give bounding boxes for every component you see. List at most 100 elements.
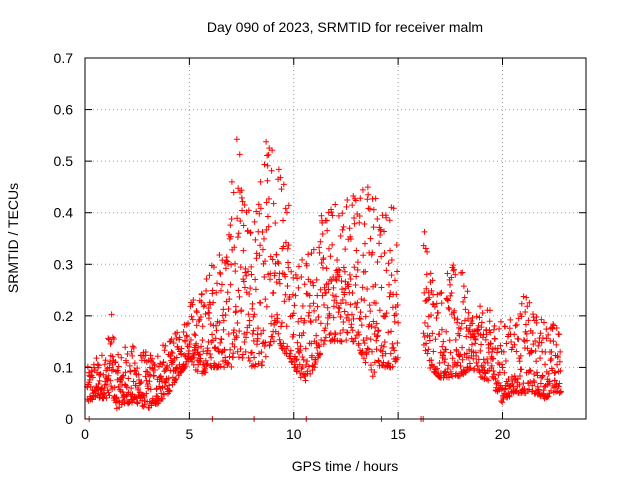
data-point [333, 293, 340, 300]
data-point [478, 341, 485, 348]
data-point [394, 268, 401, 275]
data-point [254, 335, 261, 342]
data-point [341, 308, 348, 315]
data-point [221, 347, 228, 354]
data-point [259, 246, 266, 253]
data-point [375, 357, 382, 364]
data-point [230, 327, 237, 334]
data-point [253, 208, 260, 215]
data-point [466, 326, 473, 333]
x-tick-labels: 0 5 10 15 20 [81, 426, 510, 442]
data-point [166, 382, 173, 389]
data-point [461, 317, 468, 324]
data-point [429, 330, 436, 337]
data-point [250, 313, 257, 320]
data-point [158, 377, 165, 384]
data-point [283, 209, 290, 216]
data-point [312, 316, 319, 323]
data-point [338, 338, 345, 345]
data-point [209, 287, 216, 294]
data-point [332, 276, 339, 283]
data-point [87, 373, 94, 380]
data-point [255, 201, 262, 208]
data-point [486, 318, 493, 325]
data-point [532, 338, 539, 345]
data-point [514, 376, 521, 383]
data-point [330, 303, 337, 310]
data-point [129, 352, 136, 359]
data-point [297, 343, 304, 350]
data-point [352, 197, 359, 204]
y-tick-label: 0.7 [54, 50, 74, 66]
data-point [490, 326, 497, 333]
y-axis-label: SRMTID / TECUs [5, 183, 21, 293]
data-point [387, 247, 394, 254]
data-point [308, 340, 315, 347]
data-point [390, 205, 397, 212]
data-point [423, 285, 430, 292]
data-point [304, 358, 311, 365]
data-point [234, 348, 241, 355]
data-point [109, 386, 116, 393]
data-point [225, 330, 232, 337]
data-point [388, 272, 395, 279]
data-point [174, 329, 181, 336]
data-point [482, 336, 489, 343]
data-point [545, 393, 552, 400]
data-point [225, 305, 232, 312]
data-points-layer [84, 136, 564, 422]
y-tick-label: 0.2 [54, 308, 74, 324]
data-point [436, 360, 443, 367]
data-point [231, 244, 238, 251]
data-point [355, 329, 362, 336]
data-point [281, 298, 288, 305]
data-point [485, 377, 492, 384]
data-point [266, 341, 273, 348]
data-point [344, 197, 351, 204]
data-point [130, 344, 137, 351]
data-point [168, 336, 175, 343]
data-point [112, 358, 119, 365]
data-point [460, 298, 467, 305]
data-point [354, 299, 361, 306]
data-point [307, 319, 314, 326]
data-point [128, 348, 135, 355]
data-point [227, 346, 234, 353]
data-point [472, 336, 479, 343]
data-point [252, 286, 259, 293]
data-point [292, 271, 299, 278]
data-point [491, 371, 498, 378]
data-point [108, 383, 115, 390]
data-point [265, 151, 272, 158]
data-point [212, 322, 219, 329]
data-point [258, 349, 265, 356]
data-point [431, 303, 438, 310]
data-point [159, 395, 166, 402]
data-point [328, 209, 335, 216]
data-point [391, 318, 398, 325]
data-point [494, 345, 501, 352]
data-point [531, 379, 538, 386]
data-point [367, 308, 374, 315]
y-tick-label: 0.3 [54, 256, 74, 272]
data-point [293, 368, 300, 375]
data-point [230, 189, 237, 196]
data-point [434, 365, 441, 372]
data-point [277, 174, 284, 181]
data-point [445, 362, 452, 369]
data-point [286, 293, 293, 300]
data-point [355, 331, 362, 338]
data-point [352, 281, 359, 288]
data-point [173, 364, 180, 371]
data-point [530, 377, 537, 384]
data-point [238, 307, 245, 314]
data-point [168, 349, 175, 356]
data-point [203, 350, 210, 357]
data-point [545, 331, 552, 338]
data-point [356, 212, 363, 219]
data-point [328, 278, 335, 285]
data-point [202, 369, 209, 376]
data-point [193, 307, 200, 314]
data-point [265, 195, 272, 202]
data-point [295, 263, 302, 270]
